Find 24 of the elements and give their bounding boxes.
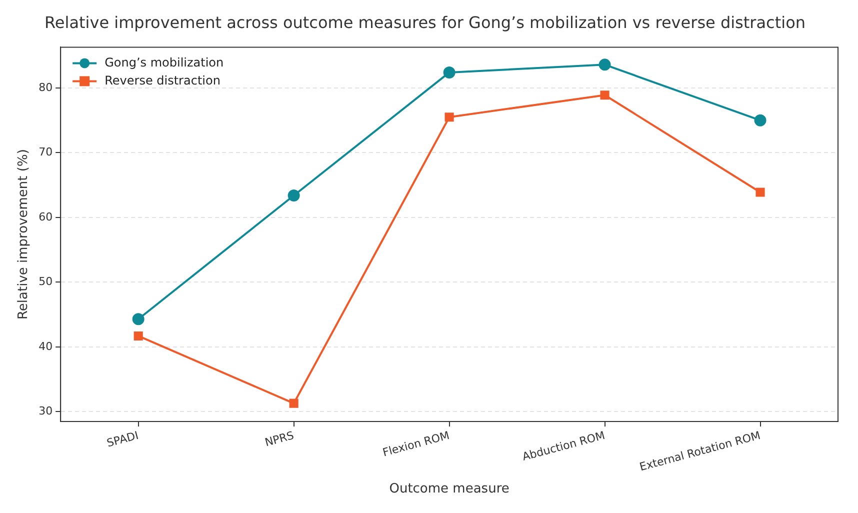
point xyxy=(444,112,454,122)
y-axis-title: Relative improvement (%) xyxy=(16,149,32,320)
legend-label: Gong’s mobilization xyxy=(104,55,224,70)
point xyxy=(600,90,610,100)
x-tick-label: SPADI xyxy=(105,428,140,450)
chart-title: Relative improvement across outcome measures for Gong’s mobilization vs reverse distraction xyxy=(44,12,806,32)
x-axis-title: Outcome measure xyxy=(389,482,510,497)
y-tick-label: 70 xyxy=(38,146,53,159)
point xyxy=(443,66,456,78)
point xyxy=(288,189,300,202)
y-tick-label: 40 xyxy=(38,340,53,353)
x-tick-label: NPRS xyxy=(263,428,296,450)
point xyxy=(289,398,298,408)
y-tick-label: 60 xyxy=(38,210,53,224)
point xyxy=(756,188,765,197)
y-tick-label: 30 xyxy=(38,404,53,418)
point xyxy=(132,313,144,326)
legend-label: Reverse distraction xyxy=(104,73,220,88)
y-tick-label: 80 xyxy=(38,80,53,94)
point xyxy=(598,58,611,71)
point xyxy=(134,331,143,341)
x-tick-label: Flexion ROM xyxy=(381,428,451,460)
point xyxy=(754,114,766,126)
y-tick-label: 50 xyxy=(38,275,53,288)
